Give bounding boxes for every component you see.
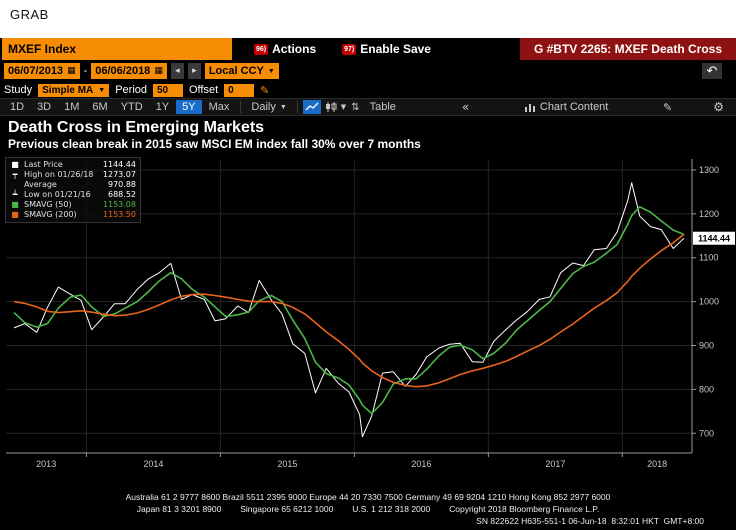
table-button[interactable]: Table	[369, 101, 396, 113]
range-ytd[interactable]: YTD	[120, 101, 143, 113]
candlestick-icon[interactable]	[322, 100, 340, 114]
date-to-field[interactable]: 06/06/2018 ▦	[91, 63, 167, 79]
chevron-down-icon: ▼	[279, 103, 287, 111]
study-value: Simple MA	[42, 84, 94, 96]
svg-text:1200: 1200	[699, 209, 719, 219]
range-1m[interactable]: 1M	[64, 101, 80, 113]
svg-text:800: 800	[699, 384, 714, 394]
actions-key-chip: 96)	[254, 43, 269, 55]
svg-text:2014: 2014	[143, 459, 163, 469]
chart-content-label: Chart Content	[539, 101, 609, 113]
prev-period-button[interactable]: ◂	[170, 63, 184, 79]
date-from-value: 06/07/2013	[8, 65, 64, 77]
actions-label: Actions	[272, 42, 317, 56]
legend-row-smavg200: ■ SMAVG (200) 1153.50	[11, 210, 136, 219]
smavg50-marker: ■	[11, 200, 19, 209]
study-select[interactable]: Simple MA ▼	[38, 83, 110, 97]
offset-label: Offset	[189, 84, 219, 96]
date-range-separator: -	[83, 65, 88, 77]
divider	[296, 101, 298, 113]
legend-row-last-price: ■ Last Price 1144.44	[11, 160, 136, 169]
undo-icon[interactable]: ↶	[702, 63, 722, 79]
compare-icon[interactable]: ⇅	[351, 101, 360, 113]
svg-text:2016: 2016	[411, 459, 431, 469]
currency-value: Local CCY	[208, 65, 264, 77]
chart-content-button[interactable]: Chart Content	[519, 100, 613, 114]
svg-text:2017: 2017	[545, 459, 565, 469]
svg-text:1000: 1000	[699, 297, 719, 307]
bar-chart-icon	[524, 104, 535, 112]
footer-session-info: SN 822622 H635-551-1 06-Jun-18 8:32:01 H…	[476, 516, 704, 526]
annotate-icon[interactable]: ✎	[663, 100, 673, 114]
chart-type-dropdown-icon[interactable]: ▼	[340, 103, 347, 111]
svg-text:700: 700	[699, 428, 714, 438]
offset-input[interactable]: 0	[224, 83, 255, 97]
chart-titles: Death Cross in Emerging Markets Previous…	[0, 116, 736, 153]
divider	[240, 101, 242, 113]
range-6m[interactable]: 6M	[92, 101, 108, 113]
gear-icon[interactable]: ⚙	[713, 100, 724, 114]
low-marker: ┷	[12, 190, 18, 199]
chart-toolbar: 1D 3D 1M 6M YTD 1Y 5Y Max Daily ▼ ▼ ⇅ Ta…	[0, 98, 736, 116]
study-label: Study	[4, 84, 33, 96]
svg-text:2015: 2015	[277, 459, 297, 469]
enable-save-menu[interactable]: 97) Enable Save	[342, 42, 431, 56]
chevron-down-icon: ▼	[98, 86, 106, 94]
terminal-header: MXEF Index 96) Actions 97) Enable Save G…	[0, 38, 736, 60]
range-1d[interactable]: 1D	[10, 101, 25, 113]
legend-row-average: Average 970.88	[24, 180, 136, 189]
svg-text:2013: 2013	[36, 459, 56, 469]
alert-banner: G #BTV 2265: MXEF Death Cross	[519, 38, 736, 60]
range-1y[interactable]: 1Y	[155, 101, 170, 113]
chevron-down-icon: ▼	[267, 67, 275, 75]
actions-menu[interactable]: 96) Actions	[254, 42, 316, 56]
period-label: Period	[115, 84, 147, 96]
footer-phones-line2: Japan 81 3 3201 8900 Singapore 65 6212 1…	[136, 504, 600, 514]
svg-text:1300: 1300	[699, 165, 719, 175]
calendar-icon: ▦	[67, 66, 76, 76]
next-period-button[interactable]: ▸	[187, 63, 201, 79]
range-5y[interactable]: 5Y	[176, 100, 202, 114]
grab-bar: GRAB	[0, 0, 736, 38]
page-title: Death Cross in Emerging Markets	[8, 119, 265, 136]
ticker-field[interactable]: MXEF Index	[2, 38, 232, 60]
date-range-row: 06/07/2013 ▦ - 06/06/2018 ▦ ◂ ▸ Local CC…	[0, 60, 736, 82]
currency-select[interactable]: Local CCY ▼	[204, 63, 279, 79]
legend-row-high: ┯ High on 01/26/18 1273.07	[10, 170, 136, 180]
smavg200-marker: ■	[11, 210, 19, 219]
range-3d[interactable]: 3D	[37, 101, 52, 113]
enable-save-label: Enable Save	[360, 42, 431, 56]
svg-text:2018: 2018	[647, 459, 667, 469]
period-input[interactable]: 50	[153, 83, 183, 97]
terminal-footer: Australia 61 2 9777 8600 Brazil 5511 239…	[0, 489, 736, 530]
legend-row-smavg50: ■ SMAVG (50) 1153.08	[11, 200, 136, 209]
date-to-value: 06/06/2018	[95, 65, 151, 77]
frequency-select[interactable]: Daily ▼	[246, 100, 291, 114]
svg-text:1100: 1100	[699, 253, 718, 263]
chart-area[interactable]: 700 800 900 1000 1100 1200 1300 2013 2014 2015 201…	[0, 153, 736, 489]
high-marker: ┯	[12, 170, 18, 179]
save-key-chip: 97)	[342, 43, 357, 55]
page-subtitle: Previous clean break in 2015 saw MSCI EM…	[8, 137, 421, 151]
collapse-icon[interactable]: «	[461, 100, 470, 114]
grab-label: GRAB	[10, 7, 49, 22]
svg-text:900: 900	[699, 340, 714, 350]
legend-row-low: ┷ Low on 01/21/16 688.52	[10, 190, 136, 200]
line-chart-icon[interactable]	[302, 100, 321, 114]
range-max[interactable]: Max	[208, 101, 230, 113]
date-from-field[interactable]: 06/07/2013 ▦	[4, 63, 80, 79]
frequency-value: Daily	[251, 101, 276, 113]
last-price-marker: ■	[11, 160, 19, 169]
pencil-icon[interactable]: ✎	[260, 83, 270, 97]
svg-text:1144.44: 1144.44	[698, 234, 730, 244]
calendar-icon: ▦	[154, 66, 163, 76]
chart-legend: ■ Last Price 1144.44 ┯ High on 01/26/18 …	[5, 157, 141, 223]
footer-phones-line1: Australia 61 2 9777 8600 Brazil 5511 239…	[125, 492, 611, 502]
study-row: Study Simple MA ▼ Period 50 Offset 0 ✎	[0, 82, 736, 98]
